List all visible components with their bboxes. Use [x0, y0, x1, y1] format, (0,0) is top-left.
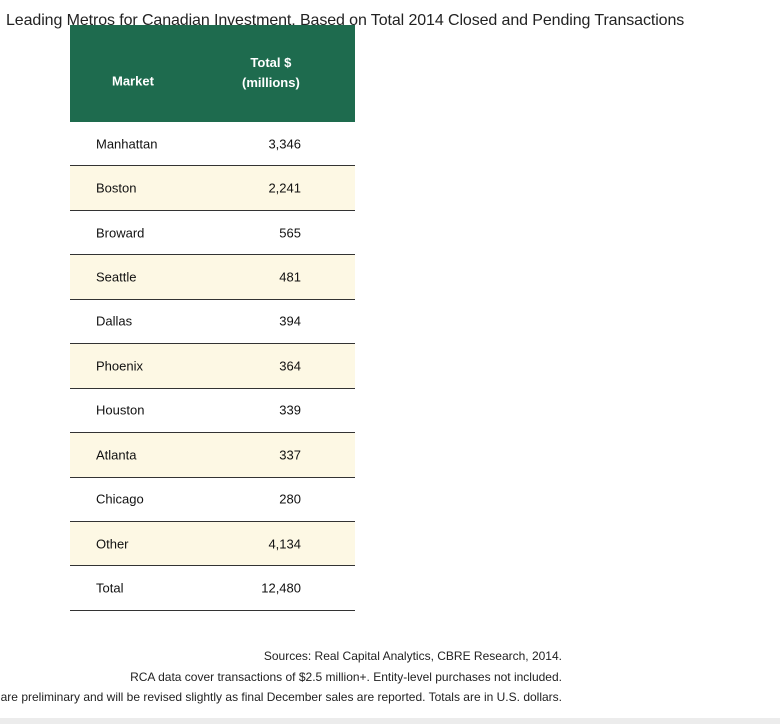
market-cell: Houston [96, 402, 145, 418]
total-cell: 2,241 [268, 180, 301, 196]
table-row: Manhattan 3,346 [70, 122, 355, 167]
market-cell: Other [96, 536, 129, 552]
table: Market Total $ (millions) Manhattan 3,346… [70, 25, 355, 611]
market-cell: Atlanta [96, 447, 137, 463]
table-row: Houston 339 [70, 389, 355, 434]
table-row: Total 12,480 [70, 566, 355, 611]
total-cell: 4,134 [268, 536, 301, 552]
market-cell: Chicago [96, 491, 144, 507]
table-row: Seattle 481 [70, 255, 355, 300]
note-line: RCA data cover transactions of $2.5 mill… [130, 669, 562, 684]
total-cell: 12,480 [261, 580, 301, 596]
total-cell: 481 [279, 269, 301, 285]
table-row: Other 4,134 [70, 521, 355, 567]
table-row: Atlanta 337 [70, 433, 355, 478]
table-row: Broward 565 [70, 211, 355, 256]
market-cell: Broward [96, 225, 145, 241]
market-cell: Total [96, 580, 124, 596]
header-line: (millions) [242, 75, 300, 90]
header-line: Total $ [250, 55, 292, 70]
total-cell: 565 [279, 225, 301, 241]
market-cell: Seattle [96, 269, 137, 285]
title: Leading Metros for Canadian Investment, … [6, 12, 685, 29]
market-cell: Boston [96, 180, 137, 196]
table-header: Market Total $ (millions) [70, 25, 355, 122]
table-row: Boston 2,241 [70, 166, 355, 211]
total-cell: 280 [279, 491, 301, 507]
header-cell: Market [112, 73, 154, 89]
header-cell: Total $ (millions) [242, 53, 300, 93]
total-cell: 339 [279, 402, 301, 418]
notes: Sources: Real Capital Analytics, CBRE Re… [0, 646, 562, 708]
table-row: Chicago 280 [70, 478, 355, 522]
total-cell: 394 [279, 313, 301, 329]
table-body: Manhattan 3,346 Boston 2,241 Broward 565 Seatt… [70, 122, 355, 611]
bottom-strip [0, 718, 780, 724]
total-cell: 3,346 [268, 136, 301, 152]
table-row: Phoenix 364 [70, 344, 355, 389]
note-line: Data are preliminary and will be revised… [0, 690, 562, 704]
market-cell: Dallas [96, 313, 133, 329]
market-cell: Phoenix [96, 358, 143, 374]
table-row: Dallas 394 [70, 300, 355, 345]
total-cell: 364 [279, 358, 301, 374]
note-line: Sources: Real Capital Analytics, CBRE Re… [263, 649, 562, 663]
total-cell: 337 [279, 447, 301, 463]
market-cell: Manhattan [96, 136, 158, 152]
